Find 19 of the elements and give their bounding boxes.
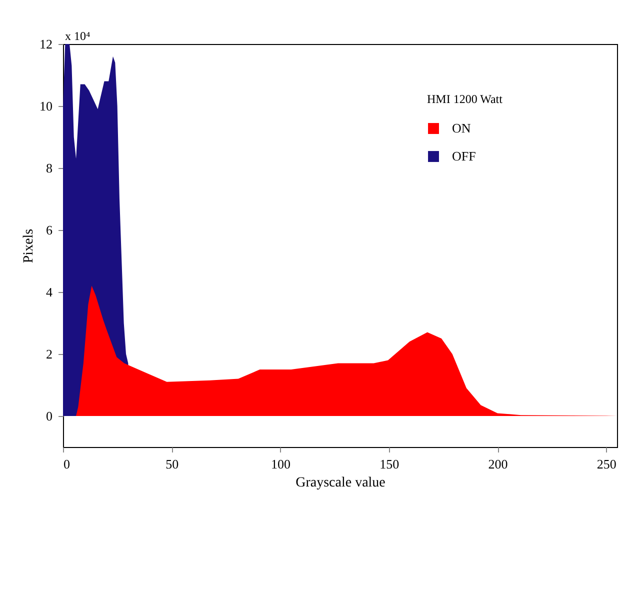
- y-tick-label: 0: [46, 408, 52, 424]
- y-tick-label: 2: [46, 346, 52, 362]
- y-tick-label: 10: [40, 98, 52, 114]
- legend-title: HMI 1200 Watt: [427, 92, 504, 106]
- x-tick-label: 50: [166, 456, 179, 472]
- y-tick-label: 6: [46, 222, 53, 238]
- y-tick-label: 12: [40, 36, 52, 52]
- text: x 10⁴: [65, 29, 90, 43]
- x-tick-label: 100: [271, 456, 291, 472]
- y-tick-label: 8: [46, 160, 52, 176]
- y-axis-title: Pixels: [22, 228, 36, 264]
- x-tick-label: 200: [488, 456, 508, 472]
- legend-label: OFF: [452, 148, 476, 164]
- x-tick-label: 250: [596, 456, 616, 472]
- legend-label: ON: [452, 120, 472, 136]
- x-tick-label: 0: [64, 456, 70, 472]
- y-tick-label: 4: [46, 284, 53, 300]
- x-tick-label: 150: [380, 456, 400, 472]
- x-axis-title: Grayscale value: [296, 476, 386, 490]
